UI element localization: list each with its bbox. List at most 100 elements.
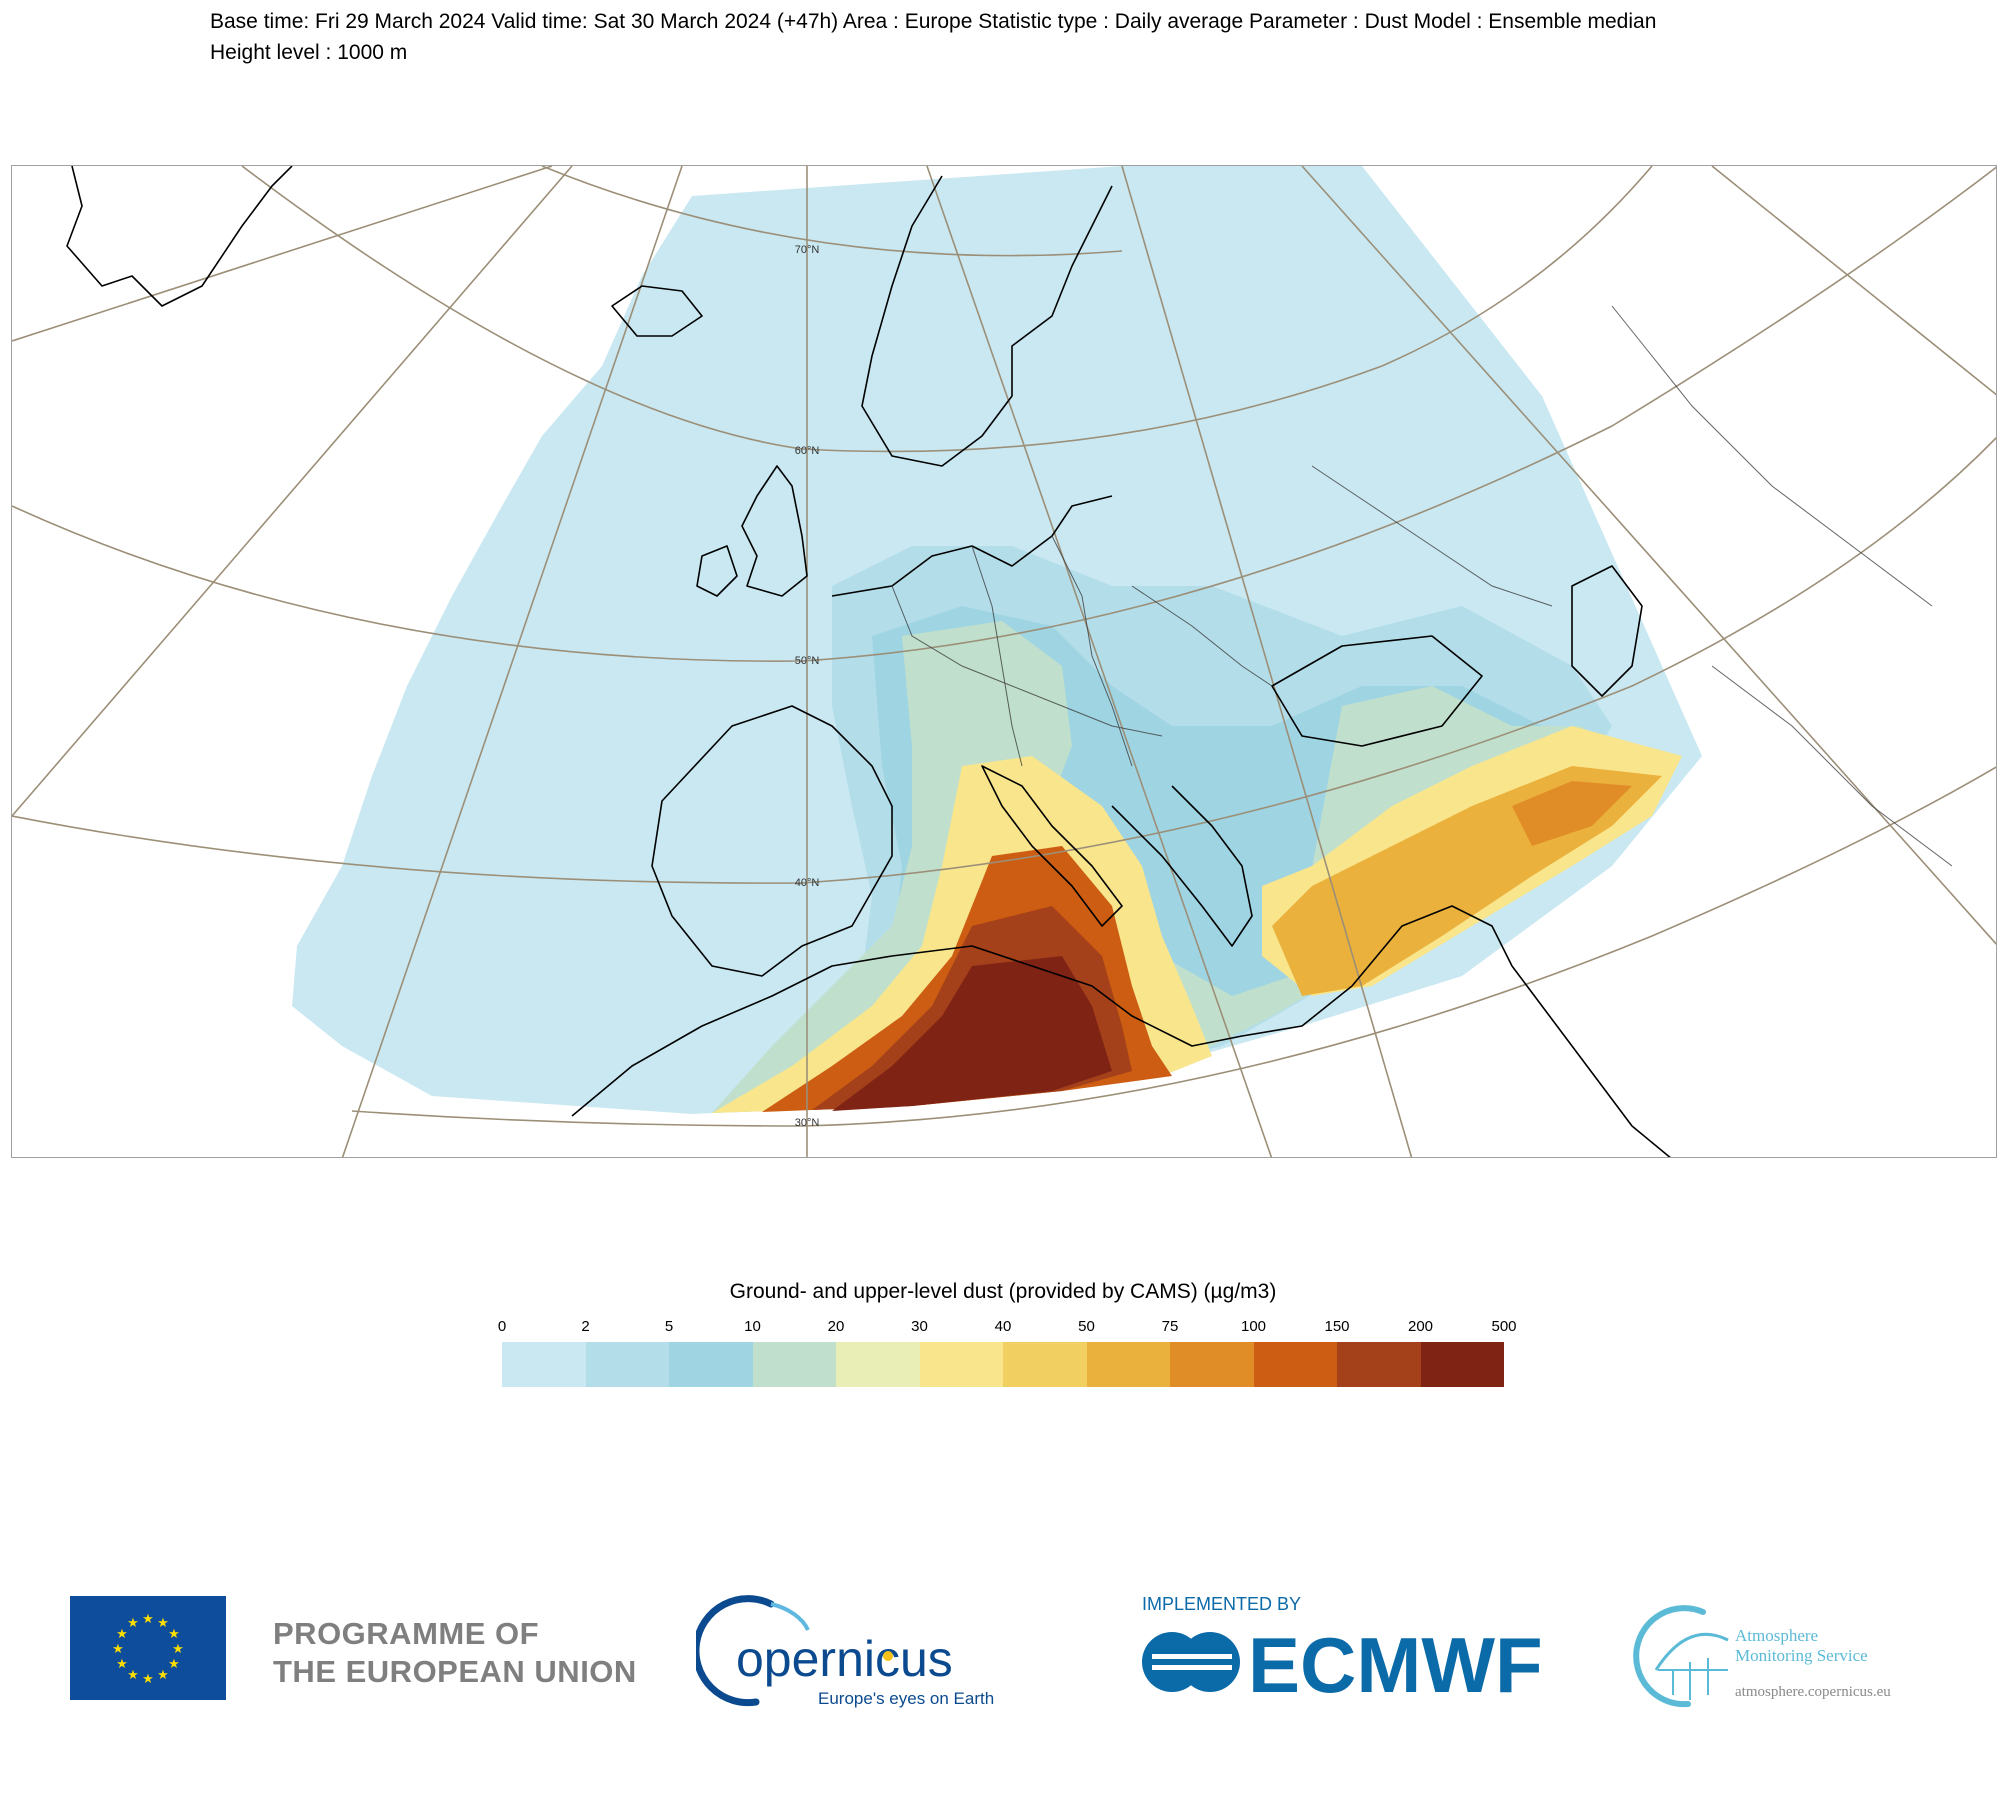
parallel-40	[12, 436, 1996, 884]
svg-text:★: ★	[116, 1627, 128, 1642]
lat-label-30: 30°N	[795, 1117, 820, 1129]
legend-tick-label: 150	[1324, 1318, 1350, 1335]
border-a	[891, 585, 1163, 737]
border-e	[1311, 465, 1553, 607]
lat-label-70: 70°N	[795, 244, 820, 256]
svg-text:★: ★	[157, 1668, 169, 1683]
parallel-50	[12, 166, 1996, 662]
legend-tick-label: 30	[911, 1318, 928, 1335]
caspian-coast	[1571, 565, 1643, 697]
legend-swatch	[585, 1342, 669, 1387]
legend-tick-label: 0	[497, 1318, 507, 1335]
implemented-by-label: IMPLEMENTED BY	[1142, 1594, 1302, 1614]
copernicus-tagline: Europe's eyes on Earth	[818, 1689, 994, 1708]
legend-swatch	[669, 1342, 753, 1387]
copernicus-wordmark: opernicus	[736, 1631, 953, 1687]
legend-swatch	[1337, 1342, 1421, 1387]
meridian-left-a	[12, 166, 553, 342]
iceland-coast	[611, 285, 703, 337]
border-g	[1711, 665, 1953, 867]
legend-swatch	[502, 1342, 586, 1387]
dust-map: 70°N 60°N 50°N 40°N 30°N	[11, 165, 1997, 1158]
svg-text:★: ★	[142, 1612, 154, 1627]
parallel-70	[541, 166, 1123, 257]
scandinavia-coast	[861, 175, 1113, 467]
legend-swatch	[1003, 1342, 1087, 1387]
italy-coast	[981, 765, 1123, 927]
country-borders	[891, 305, 1953, 867]
legend-tick-label: 75	[1161, 1318, 1179, 1335]
header-line-2: Height level : 1000 m	[210, 41, 408, 64]
coastlines	[66, 166, 1671, 1157]
border-f	[1611, 305, 1933, 607]
parallel-60	[241, 166, 1653, 453]
ams-line-1: Atmosphere	[1735, 1626, 1819, 1645]
lat-label-40: 40°N	[795, 877, 820, 889]
legend-tick-label: 100	[1240, 1318, 1267, 1335]
svg-text:★: ★	[127, 1668, 139, 1683]
legend-swatch	[752, 1342, 836, 1387]
header-line-1: Base time: Fri 29 March 2024 Valid time:…	[210, 10, 1657, 33]
ams-globe-icon	[1628, 1600, 1738, 1710]
meridian-right-c	[1301, 166, 1996, 945]
meridian-left-c	[341, 166, 683, 1157]
dust-band-200-500	[832, 956, 1112, 1111]
legend-title: Ground- and upper-level dust (provided b…	[729, 1280, 1277, 1303]
svg-text:★: ★	[157, 1616, 169, 1631]
svg-text:★: ★	[168, 1657, 180, 1672]
legend-tick-label: 200	[1407, 1318, 1434, 1335]
legend-tick-label: 20	[827, 1318, 845, 1335]
meridian-right-a	[926, 166, 1273, 1157]
legend-tick-label: 5	[664, 1318, 674, 1335]
parallel-30	[351, 766, 1996, 1127]
eu-flag-icon: ★ ★ ★ ★ ★ ★ ★ ★ ★ ★ ★ ★	[70, 1596, 226, 1700]
balkans-coast	[1111, 785, 1253, 947]
copernicus-logo: opernicus Europe's eyes on Earth	[692, 1590, 996, 1720]
svg-text:★: ★	[168, 1627, 180, 1642]
ams-url: atmosphere.copernicus.eu	[1735, 1684, 1891, 1700]
meridian-right-b	[1121, 166, 1413, 1157]
lat-label-50: 50°N	[795, 655, 820, 667]
legend-swatch	[836, 1342, 920, 1387]
legend-swatch	[1420, 1342, 1504, 1387]
legend-tick-label: 50	[1078, 1318, 1095, 1335]
svg-text:★: ★	[172, 1642, 184, 1657]
continent-coast	[831, 495, 1113, 597]
ireland-coast	[696, 545, 738, 597]
dust-field	[292, 166, 1702, 1114]
legend-swatch	[1170, 1342, 1254, 1387]
legend-swatch	[919, 1342, 1003, 1387]
eu-programme-line-2: THE EUROPEAN UNION	[273, 1654, 637, 1689]
legend-tick-label: 500	[1491, 1318, 1517, 1335]
latitude-labels: 70°N 60°N 50°N 40°N 30°N	[795, 244, 820, 1129]
footer-logos: ★ ★ ★ ★ ★ ★ ★ ★ ★ ★ ★ ★ PROGRAMME OF THE EUROPEA…	[0, 1580, 2000, 1740]
svg-text:★: ★	[116, 1657, 128, 1672]
dust-band-75-150	[1512, 781, 1632, 846]
svg-text:★: ★	[127, 1616, 139, 1631]
legend-tick-label: 40	[994, 1318, 1012, 1335]
border-b	[971, 545, 1023, 767]
britain-coast	[741, 465, 808, 597]
legend-tick-label: 10	[744, 1318, 761, 1335]
north-africa-coast	[571, 945, 1353, 1117]
legend-ticks: 0 2 5 10 20 30 40 50 75 100 150 200 500	[497, 1318, 1517, 1338]
svg-text:★: ★	[142, 1672, 154, 1687]
meridian-left-b	[12, 166, 573, 817]
legend-tick-label: 2	[581, 1318, 590, 1335]
levant-coast	[1351, 905, 1513, 987]
lat-label-60: 60°N	[795, 445, 820, 457]
border-d	[1131, 585, 1273, 687]
ecmwf-wordmark: ECMWF	[1248, 1621, 1543, 1709]
chart-header: Base time: Fri 29 March 2024 Valid time:…	[210, 6, 1970, 68]
red-sea-coast	[1511, 965, 1671, 1157]
black-sea-coast	[1271, 635, 1483, 747]
greenland-coast	[66, 166, 293, 307]
ams-line-2: Monitoring Service	[1735, 1646, 1868, 1665]
ecmwf-logo: ECMWF	[1140, 1620, 1560, 1710]
meridian-right-d	[1711, 166, 1996, 396]
legend-swatch	[1253, 1342, 1337, 1387]
svg-text:★: ★	[112, 1642, 124, 1657]
eu-programme-line-1: PROGRAMME OF	[273, 1616, 540, 1651]
graticule	[12, 166, 1996, 1157]
legend-colorbar	[502, 1342, 1504, 1387]
